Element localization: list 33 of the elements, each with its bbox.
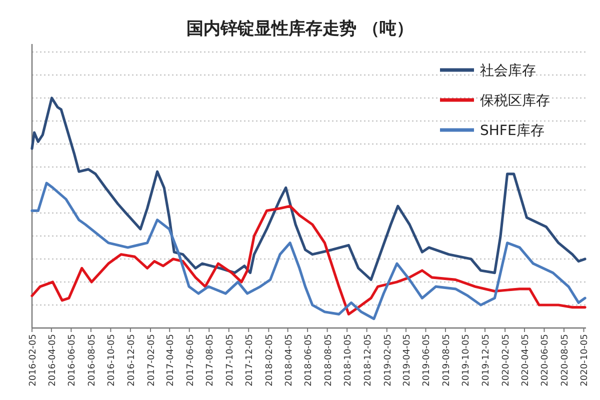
x-tick-label: 2017-04-05 xyxy=(166,334,176,386)
chart-title: 国内锌锭显性库存走势 （吨） xyxy=(186,19,414,39)
x-tick-label: 2016-04-05 xyxy=(48,334,58,386)
x-tick-label: 2017-10-05 xyxy=(225,334,236,386)
x-tick-label: 2018-02-05 xyxy=(265,334,276,386)
legend-label: SHFE库存 xyxy=(480,123,544,139)
x-tick-label: 2016-02-05 xyxy=(28,334,38,386)
x-tick-label: 2020-08-05 xyxy=(560,334,570,386)
x-tick-label: 2018-12-05 xyxy=(363,334,374,386)
x-tick-label: 2017-02-05 xyxy=(147,334,158,386)
x-tick-label: 2019-10-05 xyxy=(462,334,472,386)
x-tick-label: 2017-06-05 xyxy=(186,334,196,386)
x-tick-label: 2018-10-05 xyxy=(344,334,354,386)
x-tick-label: 2017-12-05 xyxy=(245,334,256,386)
x-tick-label: 2018-08-05 xyxy=(324,334,334,386)
x-tick-label: 2018-06-05 xyxy=(304,334,314,386)
x-tick-label: 2020-06-05 xyxy=(540,334,551,386)
x-tick-label: 2019-02-05 xyxy=(383,334,394,386)
x-tick-label: 2019-04-05 xyxy=(402,334,412,386)
x-tick-label: 2016-06-05 xyxy=(68,334,78,386)
x-tick-label: 2016-10-05 xyxy=(107,334,118,386)
x-tick-label: 2019-06-05 xyxy=(422,334,432,386)
x-tick-label: 2019-12-05 xyxy=(481,334,492,386)
legend-label: 保税区库存 xyxy=(480,93,550,109)
legend-label: 社会库存 xyxy=(480,63,536,79)
x-tick-label: 2016-08-05 xyxy=(87,334,98,386)
x-tick-label: 2019-08-05 xyxy=(442,334,452,386)
x-tick-label: 2016-12-05 xyxy=(126,334,137,386)
x-tick-label: 2020-10-05 xyxy=(580,334,590,386)
x-tick-label: 2020-04-05 xyxy=(520,334,531,386)
x-tick-label: 2017-08-05 xyxy=(206,334,216,386)
x-tick-label: 2018-04-05 xyxy=(284,334,294,386)
x-tick-label: 2020-02-05 xyxy=(502,334,512,386)
